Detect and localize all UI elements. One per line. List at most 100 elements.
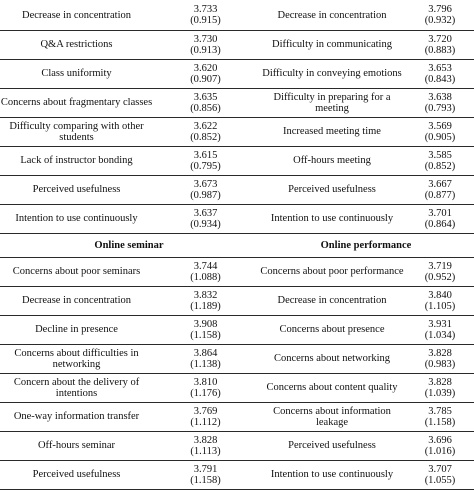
right-item-label: Concerns about presence (258, 315, 406, 345)
sd-value: (0.795) (190, 160, 221, 172)
sd-value: (1.088) (190, 271, 221, 283)
mean-value: 3.796 (428, 4, 452, 16)
right-item-value: 3.719 (0.952) (406, 257, 474, 287)
left-item-value: 3.769 (1.112) (153, 402, 258, 432)
left-item-label: Decrease in concentration (0, 1, 153, 31)
mean-value: 3.828 (193, 434, 218, 446)
left-item-value: 3.637 (0.934) (153, 204, 258, 234)
right-item-label: Perceived usefulness (258, 431, 406, 461)
right-item-value: 3.696 (1.016) (406, 431, 474, 461)
sd-value: (0.987) (190, 189, 221, 201)
right-item-label: Concerns about information leakage (258, 402, 406, 432)
table-row: Concerns about poor seminars 3.744 (1.088)… (0, 257, 474, 287)
sd-value: (1.176) (190, 387, 221, 399)
mean-value: 3.635 (193, 91, 218, 103)
right-item-label: Difficulty in communicating (258, 30, 406, 60)
mean-value: 3.810 (193, 376, 218, 388)
mean-value: 3.673 (193, 178, 218, 190)
left-item-value: 3.615 (0.795) (153, 146, 258, 176)
sd-value: (0.934) (190, 218, 221, 230)
right-item-label: Decrease in concentration (258, 286, 406, 316)
left-item-value: 3.635 (0.856) (153, 88, 258, 118)
right-item-value: 3.638 (0.793) (406, 88, 474, 118)
sd-value: (1.055) (424, 474, 456, 486)
mean-value: 3.585 (428, 149, 452, 161)
left-item-value: 3.810 (1.176) (153, 373, 258, 403)
table-row: Intention to use continuously 3.637 (0.934… (0, 204, 474, 234)
sd-value: (0.856) (190, 102, 221, 114)
right-item-label: Intention to use continuously (258, 204, 406, 234)
mean-value: 3.733 (193, 4, 218, 16)
top-rule (0, 0, 474, 1)
sd-value: (1.112) (190, 416, 221, 428)
table-row: Perceived usefulness 3.791 (1.158) Intentio… (0, 460, 474, 490)
left-item-label: Concerns about poor seminars (0, 257, 153, 287)
right-item-value: 3.701 (0.864) (406, 204, 474, 234)
right-item-value: 3.828 (0.983) (406, 344, 474, 374)
right-item-value: 3.720 (0.883) (406, 30, 474, 60)
sd-value: (0.877) (424, 189, 456, 201)
left-item-label: Concerns about fragmentary classes (0, 88, 153, 118)
sd-value: (0.983) (424, 358, 456, 370)
right-item-label: Concerns about poor performance (258, 257, 406, 287)
sd-value: (0.852) (190, 131, 221, 143)
left-item-value: 3.733 (0.915) (153, 1, 258, 31)
left-item-label: Q&A restrictions (0, 30, 153, 60)
left-item-label: Decline in presence (0, 315, 153, 345)
left-item-value: 3.673 (0.987) (153, 175, 258, 205)
left-item-label: Intention to use continuously (0, 204, 153, 234)
right-item-value: 3.828 (1.039) (406, 373, 474, 403)
sd-value: (0.883) (424, 44, 456, 56)
sd-value: (0.843) (424, 73, 456, 85)
left-item-value: 3.620 (0.907) (153, 59, 258, 89)
right-item-value: 3.931 (1.034) (406, 315, 474, 345)
sd-value: (0.852) (424, 160, 456, 172)
mean-value: 3.701 (428, 207, 452, 219)
sd-value: (1.158) (424, 416, 456, 428)
table-row: Class uniformity 3.620 (0.907) Difficulty i… (0, 59, 474, 89)
right-item-value: 3.653 (0.843) (406, 59, 474, 89)
right-item-value: 3.585 (0.852) (406, 146, 474, 176)
mean-value: 3.667 (428, 178, 452, 190)
right-item-label: Difficulty in conveying emotions (258, 59, 406, 89)
mean-value: 3.622 (193, 120, 218, 132)
mean-value: 3.638 (428, 91, 452, 103)
mean-value: 3.769 (193, 405, 218, 417)
table-row: Perceived usefulness 3.673 (0.987) Perceive… (0, 175, 474, 205)
section-title-online-performance: Online performance (258, 233, 474, 258)
table-row: Q&A restrictions 3.730 (0.913) Difficulty i… (0, 30, 474, 60)
right-item-label: Off-hours meeting (258, 146, 406, 176)
section-title-online-seminar: Online seminar (0, 233, 258, 258)
right-item-label: Difficulty in preparing for a meeting (258, 88, 406, 118)
table-row: Concern about the delivery of intentions… (0, 373, 474, 403)
table-row: One-way information transfer 3.769 (1.112)… (0, 402, 474, 432)
left-item-value: 3.791 (1.158) (153, 460, 258, 490)
sd-value: (1.034) (424, 329, 456, 341)
sd-value: (0.864) (424, 218, 456, 230)
table-row: Lack of instructor bonding 3.615 (0.795) Of… (0, 146, 474, 176)
table-row: Decrease in concentration 3.832 (1.189) Dec… (0, 286, 474, 316)
left-item-value: 3.622 (0.852) (153, 117, 258, 147)
mean-value: 3.864 (193, 347, 218, 359)
table-row: Difficulty comparing with other students… (0, 117, 474, 147)
sd-value: (1.189) (190, 300, 221, 312)
mean-value: 3.931 (428, 318, 452, 330)
mean-value: 3.908 (193, 318, 218, 330)
sd-value: (0.932) (424, 15, 456, 27)
mean-value: 3.719 (428, 260, 452, 272)
sd-value: (1.039) (424, 387, 456, 399)
table-row: Decrease in concentration 3.733 (0.915) Dec… (0, 1, 474, 31)
right-item-label: Intention to use continuously (258, 460, 406, 490)
mean-value: 3.637 (193, 207, 218, 219)
left-item-label: Perceived usefulness (0, 175, 153, 205)
mean-value: 3.615 (193, 149, 218, 161)
mean-value: 3.620 (193, 62, 218, 74)
left-item-label: Class uniformity (0, 59, 153, 89)
right-item-value: 3.707 (1.055) (406, 460, 474, 490)
mean-value: 3.832 (193, 289, 218, 301)
sd-value: (1.158) (190, 329, 221, 341)
right-item-value: 3.796 (0.932) (406, 1, 474, 31)
mean-value: 3.707 (428, 463, 452, 475)
left-item-value: 3.864 (1.138) (153, 344, 258, 374)
